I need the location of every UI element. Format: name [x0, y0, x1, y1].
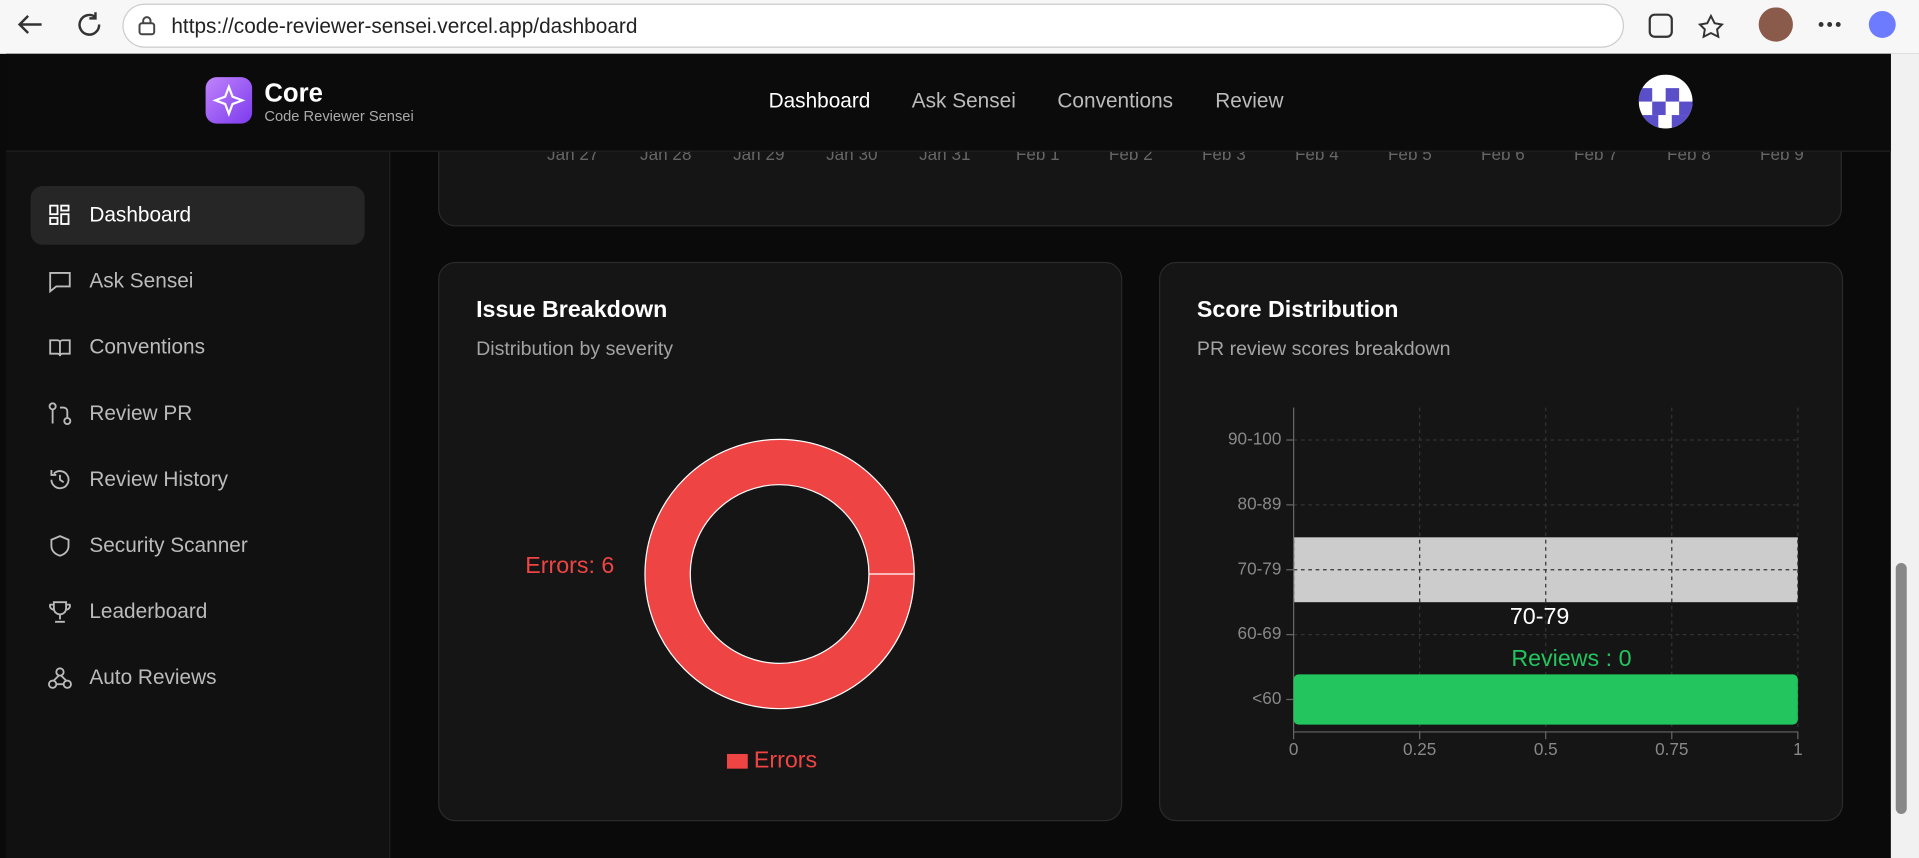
sidebar-item[interactable]: Auto Reviews: [31, 649, 365, 708]
sidebar-item[interactable]: Leaderboard: [31, 583, 365, 642]
y-tick-label: 80-89: [1238, 493, 1282, 513]
nav-link[interactable]: Dashboard: [768, 89, 871, 113]
url-text: https://code-reviewer-sensei.vercel.app/…: [171, 14, 638, 38]
app-header: Core Code Reviewer Sensei Dashboard Ask …: [6, 53, 1891, 152]
sidebar: Dashboard Ask Sensei Conventions Review …: [6, 151, 391, 858]
x-tick-label: 0.75: [1655, 739, 1688, 759]
sidebar-item[interactable]: Ask Sensei: [31, 252, 365, 311]
card-title: Score Distribution: [1196, 297, 1399, 324]
sidebar-label: Auto Reviews: [89, 665, 217, 690]
tagline: Code Reviewer Sensei: [264, 107, 414, 125]
x-tick-label: 1: [1793, 739, 1803, 759]
bar: [1293, 674, 1798, 725]
sidebar-label: Leaderboard: [89, 599, 208, 624]
card-subtitle: PR review scores breakdown: [1196, 339, 1451, 360]
sidebar-label: Review PR: [89, 401, 193, 425]
sidebar-item[interactable]: Review History: [31, 450, 365, 509]
browser-actions[interactable]: [1640, 7, 1909, 44]
nav-link[interactable]: Review: [1215, 89, 1284, 113]
pie-slice: [644, 438, 915, 710]
nav-link[interactable]: Ask Sensei: [911, 89, 1016, 113]
card-title: Issue Breakdown: [476, 297, 668, 324]
x-tick-label: 0.25: [1403, 739, 1436, 759]
y-tick-label: 90-100: [1228, 429, 1281, 449]
legend-swatch: [726, 753, 748, 769]
sidebar-label: Dashboard: [89, 203, 192, 227]
logo: [205, 77, 253, 124]
sidebar-item[interactable]: Dashboard: [30, 186, 365, 245]
brand: Core: [264, 79, 323, 108]
card-subtitle: Distribution by severity: [476, 339, 674, 360]
sidebar-item[interactable]: Security Scanner: [31, 517, 365, 576]
y-tick-label: <60: [1252, 688, 1281, 708]
issue-card: Issue Breakdown Distribution by severity: [438, 261, 1123, 822]
sidebar-item[interactable]: Review PR: [31, 384, 365, 443]
tooltip-value: Reviews : 0: [1511, 645, 1631, 671]
nav-buttons[interactable]: [15, 10, 113, 39]
scroll-thumb[interactable]: [1895, 563, 1907, 814]
sidebar-label: Ask Sensei: [89, 269, 194, 293]
x-tick-label: 0: [1289, 739, 1299, 759]
legend-label: Errors: [754, 746, 817, 772]
y-tick-label: 60-69: [1238, 623, 1282, 643]
sidebar-label: Security Scanner: [89, 533, 248, 557]
sidebar-label: Review History: [89, 467, 229, 491]
slice-label: Errors: 6: [525, 552, 614, 578]
tooltip-label: 70-79: [1510, 603, 1569, 629]
nav-link[interactable]: Conventions: [1057, 89, 1174, 113]
y-tick-label: 70-79: [1238, 558, 1282, 578]
sidebar-item[interactable]: Conventions: [31, 318, 365, 377]
address-bar[interactable]: https://code-reviewer-sensei.vercel.app/…: [122, 3, 1625, 48]
avatar[interactable]: [1638, 74, 1693, 129]
browser-toolbar: https://code-reviewer-sensei.vercel.app/…: [0, 0, 1919, 54]
x-tick-label: 0.5: [1534, 739, 1558, 759]
sidebar-label: Conventions: [89, 335, 206, 359]
